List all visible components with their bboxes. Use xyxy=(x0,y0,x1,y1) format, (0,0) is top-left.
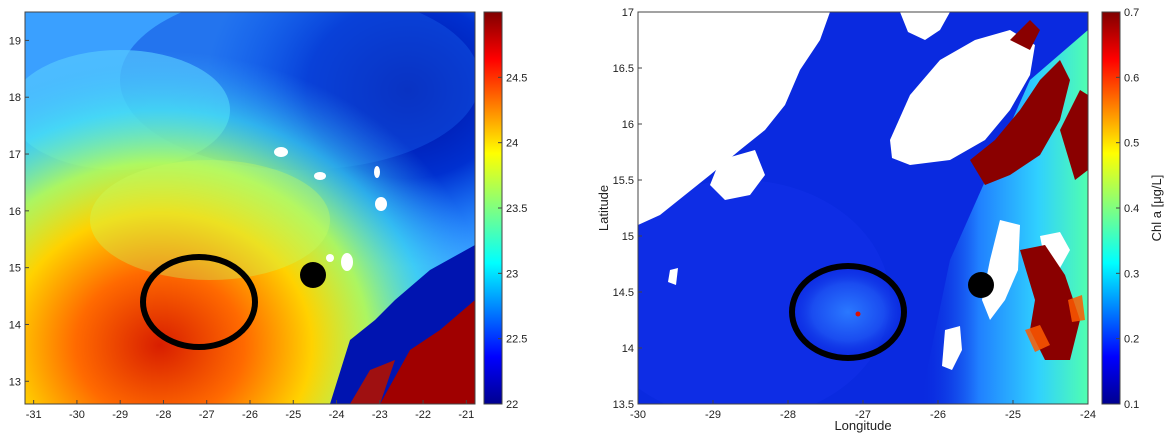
chl-ytick-label: 14 xyxy=(622,343,634,355)
chl-chart: -30 -29 -28 -27 -26 -25 -24 13.5 14 14.5 15 15.5 16 1… xyxy=(596,7,1164,433)
sst-map-area xyxy=(25,12,475,404)
cloud-mask xyxy=(638,12,1070,370)
sst-xtick-label: -21 xyxy=(458,409,474,421)
chl-xtick-label: -28 xyxy=(780,409,796,421)
chl-ylabel: Latitude xyxy=(596,185,611,231)
sst-xtick-label: -29 xyxy=(112,409,128,421)
sst-xtick-label: -24 xyxy=(329,409,345,421)
sst-xtick-label: -28 xyxy=(156,409,172,421)
sst-panel: -31 -30 -29 -28 -27 -26 -25 -24 -23 -22 -21 13 14 15 1… xyxy=(0,0,540,435)
chl-cbar-tick-label: 0.5 xyxy=(1124,138,1139,150)
chl-ytick-label: 13.5 xyxy=(613,399,634,411)
chl-colorbar-label: Chl a [μg/L] xyxy=(1149,175,1164,242)
chl-ytick-label: 14.5 xyxy=(613,287,634,299)
chl-station-dot xyxy=(968,272,994,298)
chl-colorbar-ticks: 0.1 0.2 0.3 0.4 0.5 0.6 0.7 xyxy=(1116,7,1139,411)
chl-ytick-label: 15.5 xyxy=(613,175,634,187)
sst-cbar-tick-label: 24.5 xyxy=(506,72,527,84)
sst-xtick-label: -26 xyxy=(242,409,258,421)
sst-xtick-label: -23 xyxy=(372,409,388,421)
chl-cbar-tick-label: 0.3 xyxy=(1124,268,1139,280)
chl-cbar-tick-label: 0.7 xyxy=(1124,7,1139,19)
chl-ytick-label: 15 xyxy=(622,231,634,243)
chl-xtick-label: -25 xyxy=(1005,409,1021,421)
sst-xtick-label: -22 xyxy=(415,409,431,421)
chl-axes: -30 -29 -28 -27 -26 -25 -24 13.5 14 14.5 15 15.5 16 1… xyxy=(613,7,1096,421)
chl-xtick-label: -30 xyxy=(630,409,646,421)
islands xyxy=(274,147,387,271)
chl-cbar-tick-label: 0.1 xyxy=(1124,399,1139,411)
chl-panel: -30 -29 -28 -27 -26 -25 -24 13.5 14 14.5 15 15.5 16 1… xyxy=(590,0,1170,435)
sst-ytick-label: 18 xyxy=(9,92,21,104)
sst-ytick-label: 17 xyxy=(9,149,21,161)
chl-xtick-label: -27 xyxy=(855,409,871,421)
sst-xtick-label: -30 xyxy=(69,409,85,421)
chl-high-coastal xyxy=(970,20,1088,360)
chl-cbar-tick-label: 0.6 xyxy=(1124,72,1139,84)
sst-ytick-label: 16 xyxy=(9,206,21,218)
sst-ytick-label: 13 xyxy=(9,376,21,388)
chl-eddy-ellipse xyxy=(789,263,907,361)
sst-warm-coast xyxy=(380,300,475,404)
sst-station-dot xyxy=(300,262,326,288)
sst-cbar-tick-label: 24 xyxy=(506,138,518,150)
chl-ytick-label: 16.5 xyxy=(613,63,634,75)
sst-ytick-label: 19 xyxy=(9,35,21,47)
sst-xtick-label: -25 xyxy=(285,409,301,421)
sst-axes: -31 -30 -29 -28 -27 -26 -25 -24 -23 -22 -21 13 14 15 1… xyxy=(9,35,475,421)
chl-map-area xyxy=(638,12,1088,404)
sst-chart: -31 -30 -29 -28 -27 -26 -25 -24 -23 -22 -21 13 14 15 1… xyxy=(9,11,527,421)
sst-ytick-label: 14 xyxy=(9,319,21,331)
chl-cbar-tick-label: 0.2 xyxy=(1124,334,1139,346)
sst-xtick-label: -31 xyxy=(26,409,42,421)
sst-ytick-label: 15 xyxy=(9,263,21,275)
sst-eddy-ellipse xyxy=(140,254,258,350)
chl-xtick-label: -24 xyxy=(1080,409,1096,421)
sst-cbar-tick-label: 23 xyxy=(506,268,518,280)
sst-cbar-tick-label: 23.5 xyxy=(506,203,527,215)
chl-xlabel: Longitude xyxy=(834,418,891,433)
sst-cbar-tick-label: 22.5 xyxy=(506,334,527,346)
chl-cbar-tick-label: 0.4 xyxy=(1124,203,1139,215)
sst-xtick-label: -27 xyxy=(199,409,215,421)
sst-cbar-tick-label: 22 xyxy=(506,399,518,411)
chl-ytick-label: 17 xyxy=(622,7,634,19)
sst-colorbar-ticks: 22 22.5 23 23.5 24 24.5 xyxy=(498,72,527,411)
chl-ytick-label: 16 xyxy=(622,119,634,131)
chl-xtick-label: -26 xyxy=(930,409,946,421)
chl-xtick-label: -29 xyxy=(705,409,721,421)
